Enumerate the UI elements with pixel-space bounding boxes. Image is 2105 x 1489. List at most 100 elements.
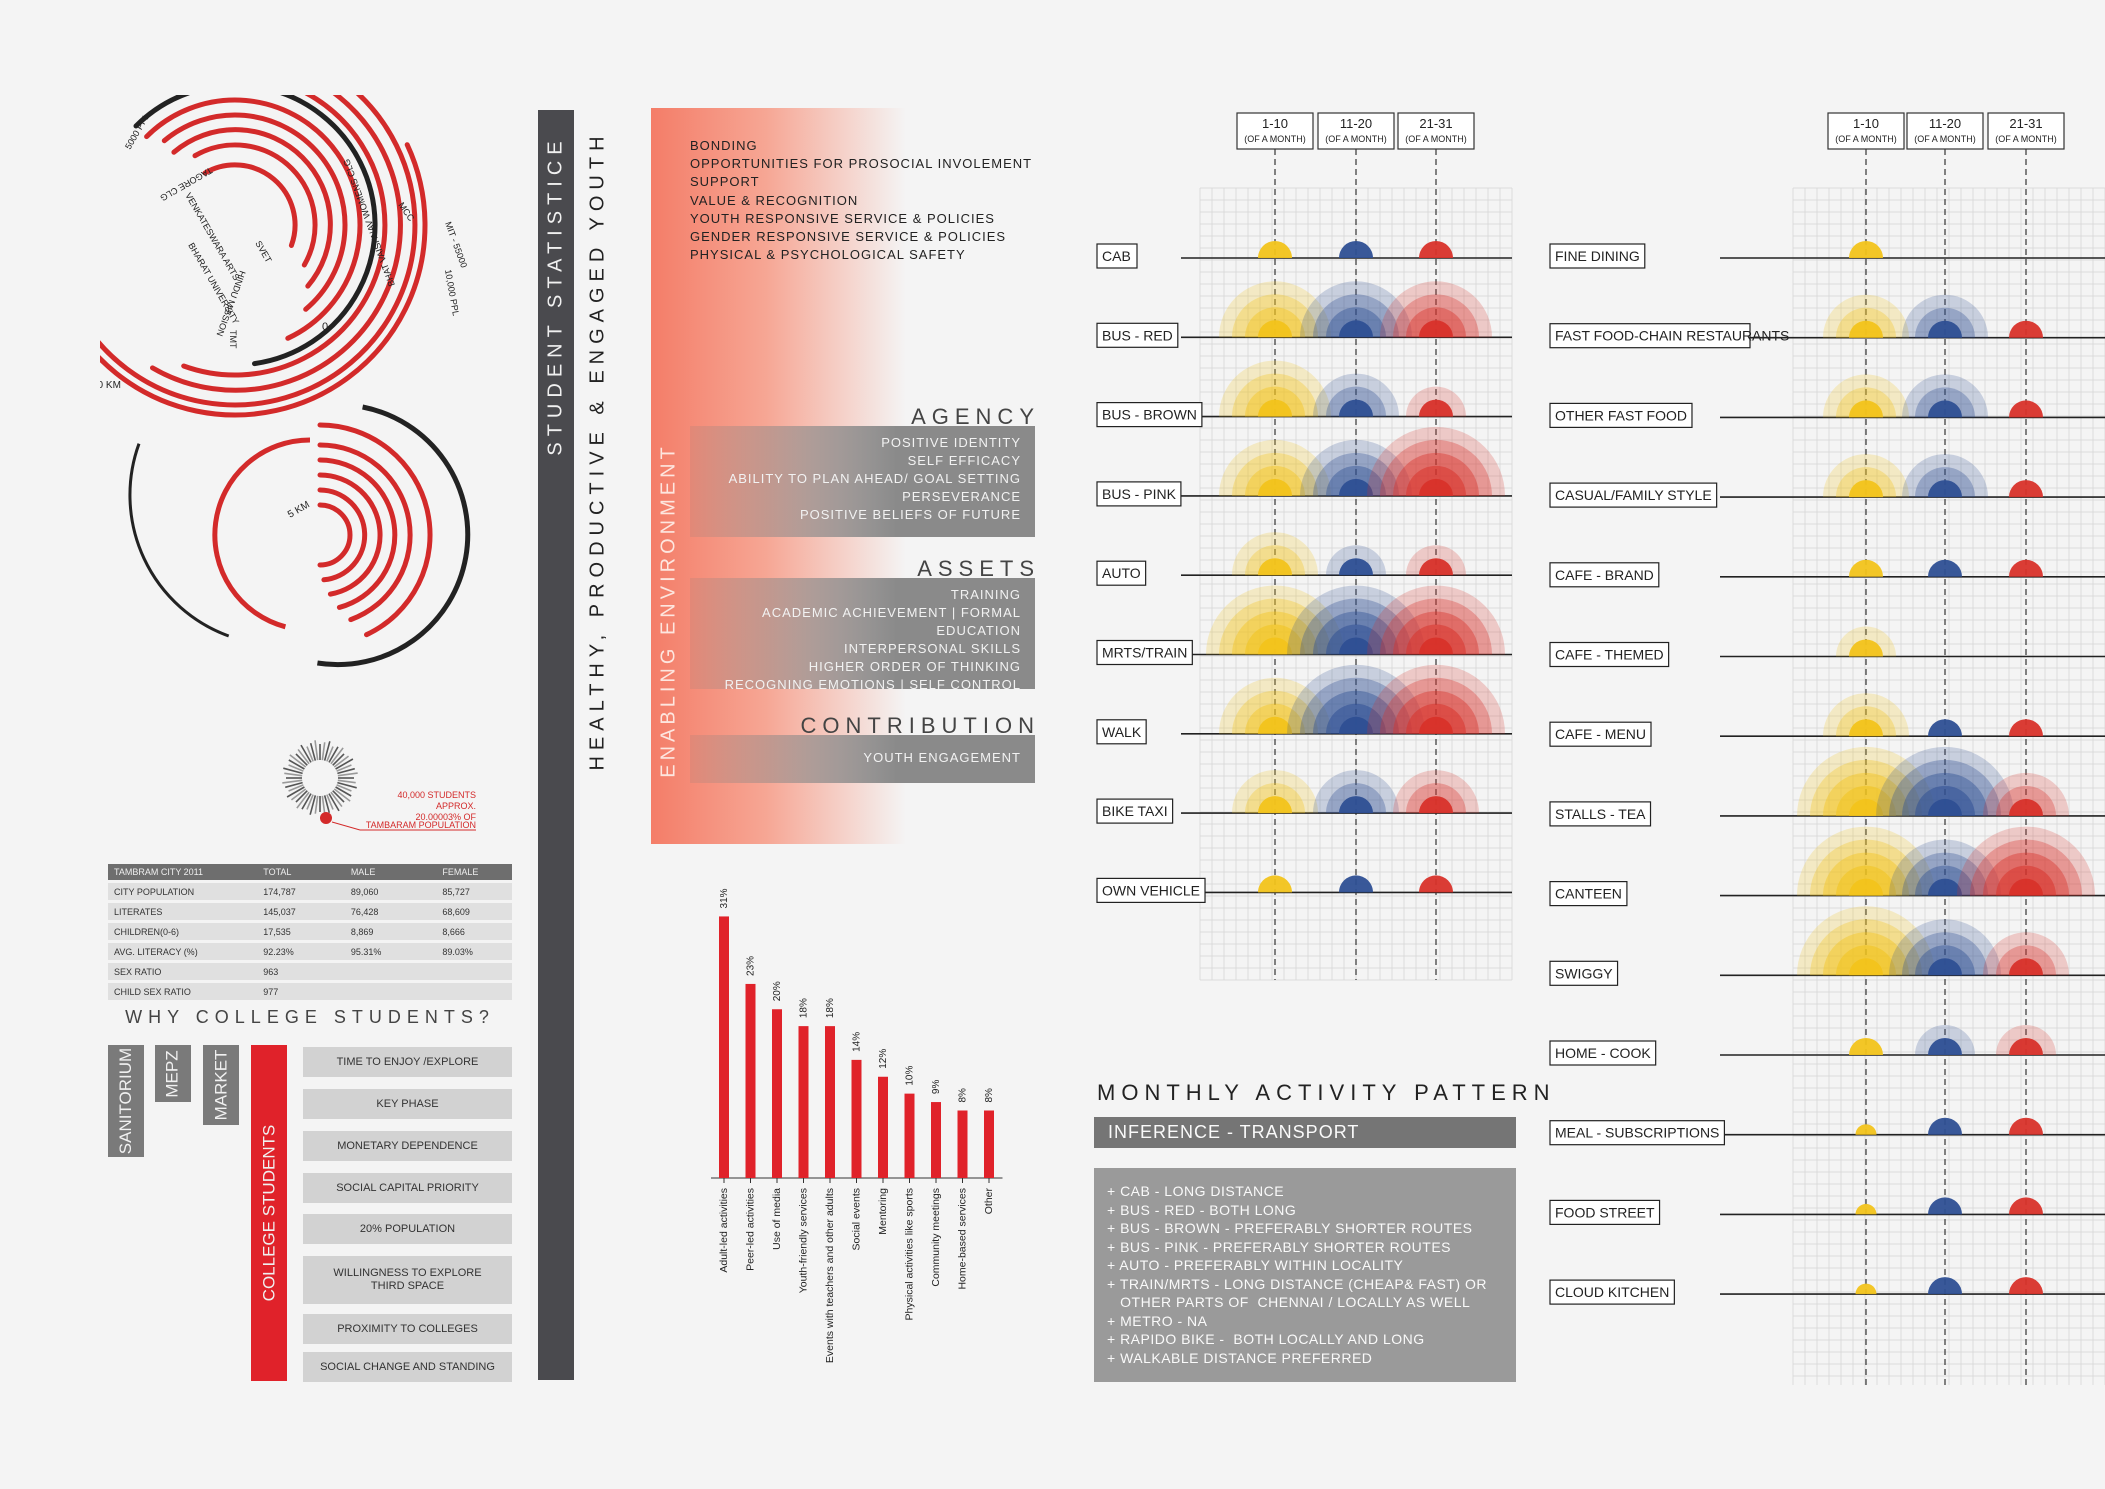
inference-item: + AUTO - PREFERABLY WITHIN LOCALITY: [1107, 1257, 1404, 1273]
transport-bubble-chart: 1-10 (OF A MONTH) 11-20 (OF A MONTH) 21-31 (O…: [1096, 112, 1513, 981]
bar-category-label: Events with teachers and other adults: [824, 1188, 836, 1363]
bar-category-label: Home-based services: [957, 1188, 969, 1290]
tag-label: SANITORIUM: [116, 1047, 136, 1155]
student-statistic-label-wrap: STUDENT STATISTICE: [538, 110, 574, 480]
radial-arc-upper: [161, 112, 348, 312]
bubble-11-20: [1313, 452, 1399, 496]
students-note-2: APPROX.: [436, 801, 476, 811]
period-header-note: (OF A MONTH): [1244, 134, 1306, 144]
bubble-21-31: [1419, 637, 1453, 655]
bar-value-label: 8%: [984, 1088, 995, 1103]
bubble-21-31: [2009, 958, 2043, 976]
assets-item: HIGHER ORDER OF THINKING: [808, 659, 1021, 674]
enabling-environment-wrap: ENABLING ENVIRONMENT: [651, 430, 687, 790]
sunburst-rays: [282, 740, 358, 816]
inference-item: + TRAIN/MRTS - LONG DISTANCE (CHEAP& FAS…: [1107, 1275, 1487, 1292]
bubble-11-20: [1300, 281, 1412, 338]
row-label-box: [1549, 402, 1693, 428]
radial-arc-lower: [317, 502, 353, 568]
bubble-21-31: [2009, 719, 2043, 737]
row-label: AUTO: [1102, 565, 1141, 581]
table-cell: 977: [263, 986, 279, 997]
row-label-box: [1549, 801, 1652, 827]
sunburst-ray: [288, 764, 304, 772]
table-cell: 145,037: [263, 906, 296, 917]
bubble-11-20: [1902, 374, 1988, 418]
bubble-1-10: [1823, 454, 1909, 498]
radial-arcs: [100, 95, 471, 668]
row-label: BUS - PINK: [1102, 486, 1177, 502]
inference-item: + CAB - LONG DISTANCE: [1107, 1183, 1285, 1199]
inference-item: + WALKABLE DISTANCE PREFERRED: [1107, 1349, 1373, 1366]
bubble-11-20: [1928, 798, 1962, 816]
bar-value-label: 18%: [825, 998, 836, 1018]
contribution-box: YOUTH ENGAGEMENT: [690, 735, 1035, 783]
bubble-1-10: [1823, 294, 1909, 338]
row-label: WALK: [1102, 724, 1142, 740]
period-header-box: [1827, 112, 1905, 150]
bubble-21-31: [2009, 1197, 2043, 1215]
sunburst-ray: [290, 788, 307, 801]
food-bubble-chart: 1-10 (OF A MONTH) 11-20 (OF A MONTH) 21-31 (O…: [1549, 112, 2105, 1385]
enabling-environment-label: ENABLING ENVIRONMENT: [657, 442, 680, 778]
table-cell: 8,666: [442, 926, 465, 937]
table-cell: SEX RATIO: [114, 966, 162, 977]
reason-box: 20% POPULATION: [303, 1214, 512, 1244]
row-label: HOME - COOK: [1555, 1045, 1651, 1061]
period-header-label: 21-31: [1419, 116, 1452, 131]
agency-box: POSITIVE IDENTITY SELF EFFICACY ABILITY …: [690, 426, 1035, 537]
bar-category-label: Other: [983, 1188, 995, 1215]
bar-value-label: 20%: [772, 981, 783, 1001]
bubble-1-10: [1849, 798, 1883, 816]
agency-item: ABILITY TO PLAN AHEAD/ GOAL SETTING: [728, 471, 1021, 486]
bar: [878, 1076, 888, 1178]
bubble-11-20: [1889, 839, 2001, 896]
sunburst-ray: [323, 741, 331, 761]
college-students-bar: COLLEGE STUDENTS: [251, 1045, 287, 1381]
bubble-21-31: [1983, 772, 2069, 816]
tag-market: MARKET: [203, 1045, 239, 1125]
tag-sanitorium: SANITORIUM: [108, 1045, 144, 1157]
radial-arc-upper: [181, 95, 388, 378]
sunburst-ray: [332, 753, 345, 766]
sunburst-ray: [328, 746, 339, 763]
bubble-11-20: [1889, 919, 2001, 976]
bubble-21-31: [2009, 559, 2043, 577]
bubble-1-10: [1232, 373, 1318, 417]
sunburst-ray: [337, 767, 355, 775]
radial-arc-upper: [100, 142, 428, 418]
bubble-21-31: [1393, 294, 1479, 338]
bubble-1-10: [1232, 770, 1318, 814]
bubble-11-20: [1339, 241, 1373, 258]
radial-label-ppl-5000: 5000 PPL: [123, 112, 151, 151]
bubble-11-20: [1876, 746, 2014, 816]
bar-value-label: 31%: [719, 888, 730, 908]
bubble-1-10: [1219, 677, 1331, 734]
healthy-youth-label: HEALTHY, PRODUCTIVE & ENGAGED YOUTH: [586, 129, 609, 771]
bubble-11-20: [1928, 1038, 1962, 1055]
sunburst-ray: [289, 754, 307, 768]
sunburst-ray: [306, 794, 314, 810]
sunburst-ray: [336, 764, 352, 772]
bubble-1-10: [1258, 320, 1292, 338]
bar-value-label: 8%: [958, 1088, 969, 1103]
inference-item: + BUS - RED - BOTH LONG: [1107, 1201, 1297, 1218]
period-header-note: (OF A MONTH): [1835, 134, 1897, 144]
row-label-box: [1549, 1199, 1661, 1226]
sunburst-ray: [335, 786, 352, 797]
table-cell: 76,428: [350, 906, 379, 917]
bubble-11-20: [1902, 932, 1988, 976]
row-label-box: [1549, 323, 1751, 349]
bar: [931, 1102, 941, 1178]
radial-label-svet: SVET: [253, 239, 274, 265]
sunburst-ray: [285, 781, 303, 789]
bubble-1-10: [1855, 1283, 1877, 1295]
table-cell: CITY POPULATION: [114, 886, 195, 897]
table-cell: CHILD SEX RATIO: [114, 986, 191, 997]
radial-arc-10km: [128, 443, 230, 638]
agency-title: AGENCY: [911, 404, 1040, 429]
bubble-21-31: [2009, 400, 2043, 418]
row-label-box: [1096, 639, 1193, 666]
row-label: FAST FOOD-CHAIN RESTAURANTS: [1555, 328, 1789, 344]
radial-label-mit: MIT - 55000: [443, 220, 469, 269]
